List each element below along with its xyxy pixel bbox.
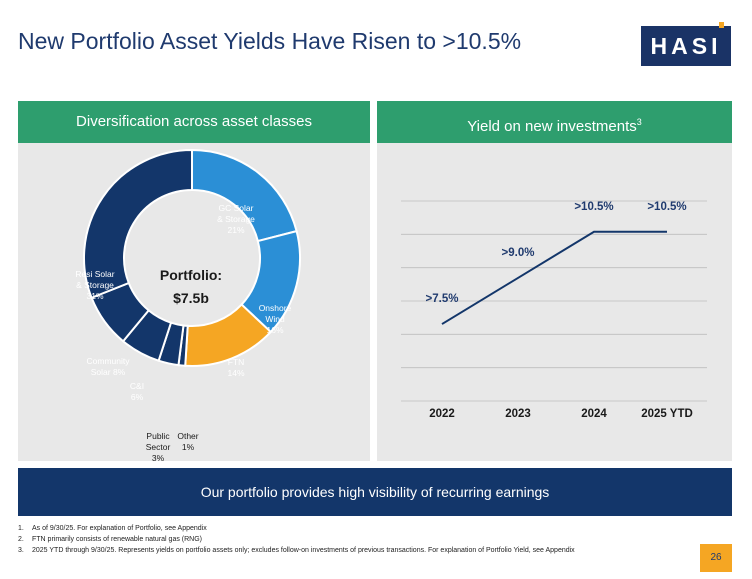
footnote-text: As of 9/30/25. For explanation of Portfo… xyxy=(32,525,207,532)
footnote: 1. As of 9/30/25. For explanation of Port… xyxy=(18,523,678,534)
donut-slice-label: Resi Solar & Storage 31% xyxy=(75,269,114,301)
portfolio-donut-chart: GC Solar & Storage 21% Onshore Wind 16% FTN 14%… xyxy=(75,148,301,463)
donut-slice xyxy=(83,148,193,300)
yield-header-footnote: 3 xyxy=(636,117,642,127)
donut-slice-label: C&I 6% xyxy=(130,381,144,402)
yield-data-label: >10.5% xyxy=(647,201,686,213)
footnote-number: 2. xyxy=(18,536,24,543)
donut-slice-label: Other 1% xyxy=(177,431,198,452)
footnote-number: 3. xyxy=(18,547,24,554)
yield-header: Yield on new investments3 xyxy=(377,101,732,143)
yield-data-label: >7.5% xyxy=(426,293,459,305)
diversification-header: Diversification across asset classes xyxy=(18,101,370,143)
yield-data-label: >10.5% xyxy=(574,201,613,213)
donut-center-label: Portfolio: xyxy=(160,267,222,283)
company-logo: HASI xyxy=(641,22,731,66)
donut-slice-label: GC Solar & Storage 21% xyxy=(217,203,255,235)
x-tick-label: 2024 xyxy=(581,408,607,420)
donut-slice-label: Public Sector 3% xyxy=(146,431,171,461)
footnote-number: 1. xyxy=(18,525,24,532)
donut-slice-label: Onshore Wind 16% xyxy=(259,303,292,335)
diversification-panel: Diversification across asset classes GC … xyxy=(18,101,370,463)
footnote: 2. FTN primarily consists of renewable na… xyxy=(18,534,678,545)
x-tick-label: 2025 YTD xyxy=(641,408,693,420)
footnotes: 1. As of 9/30/25. For explanation of Port… xyxy=(18,523,678,556)
logo-accent xyxy=(719,22,724,28)
yield-line-chart: >7.5% >9.0% >10.5% >10.5% 2022 2023 2024 2025 … xyxy=(401,200,707,420)
page-title: New Portfolio Asset Yields Have Risen to… xyxy=(18,28,522,54)
yield-panel: Yield on new investments3 >7.5% >9.0% >10.… xyxy=(377,101,732,461)
logo-text: HASI xyxy=(650,33,722,59)
x-tick-label: 2023 xyxy=(505,408,531,420)
donut-slice-label: FTN 14% xyxy=(227,357,244,378)
footnote-text: 2025 YTD through 9/30/25. Represents yie… xyxy=(32,547,575,554)
yield-data-label: >9.0% xyxy=(502,247,535,259)
page-number: 26 xyxy=(700,544,732,572)
donut-slice-label: Community Solar 8% xyxy=(87,356,131,377)
yield-header-text: Yield on new investments xyxy=(467,118,637,135)
x-tick-label: 2022 xyxy=(429,408,455,420)
footnote: 3. 2025 YTD through 9/30/25. Represents y… xyxy=(18,545,678,556)
donut-center-value: $7.5b xyxy=(173,290,209,306)
footnote-text: FTN primarily consists of renewable natu… xyxy=(32,536,202,543)
key-message-banner: Our portfolio provides high visibility o… xyxy=(18,468,732,516)
yield-series-line xyxy=(441,230,667,325)
